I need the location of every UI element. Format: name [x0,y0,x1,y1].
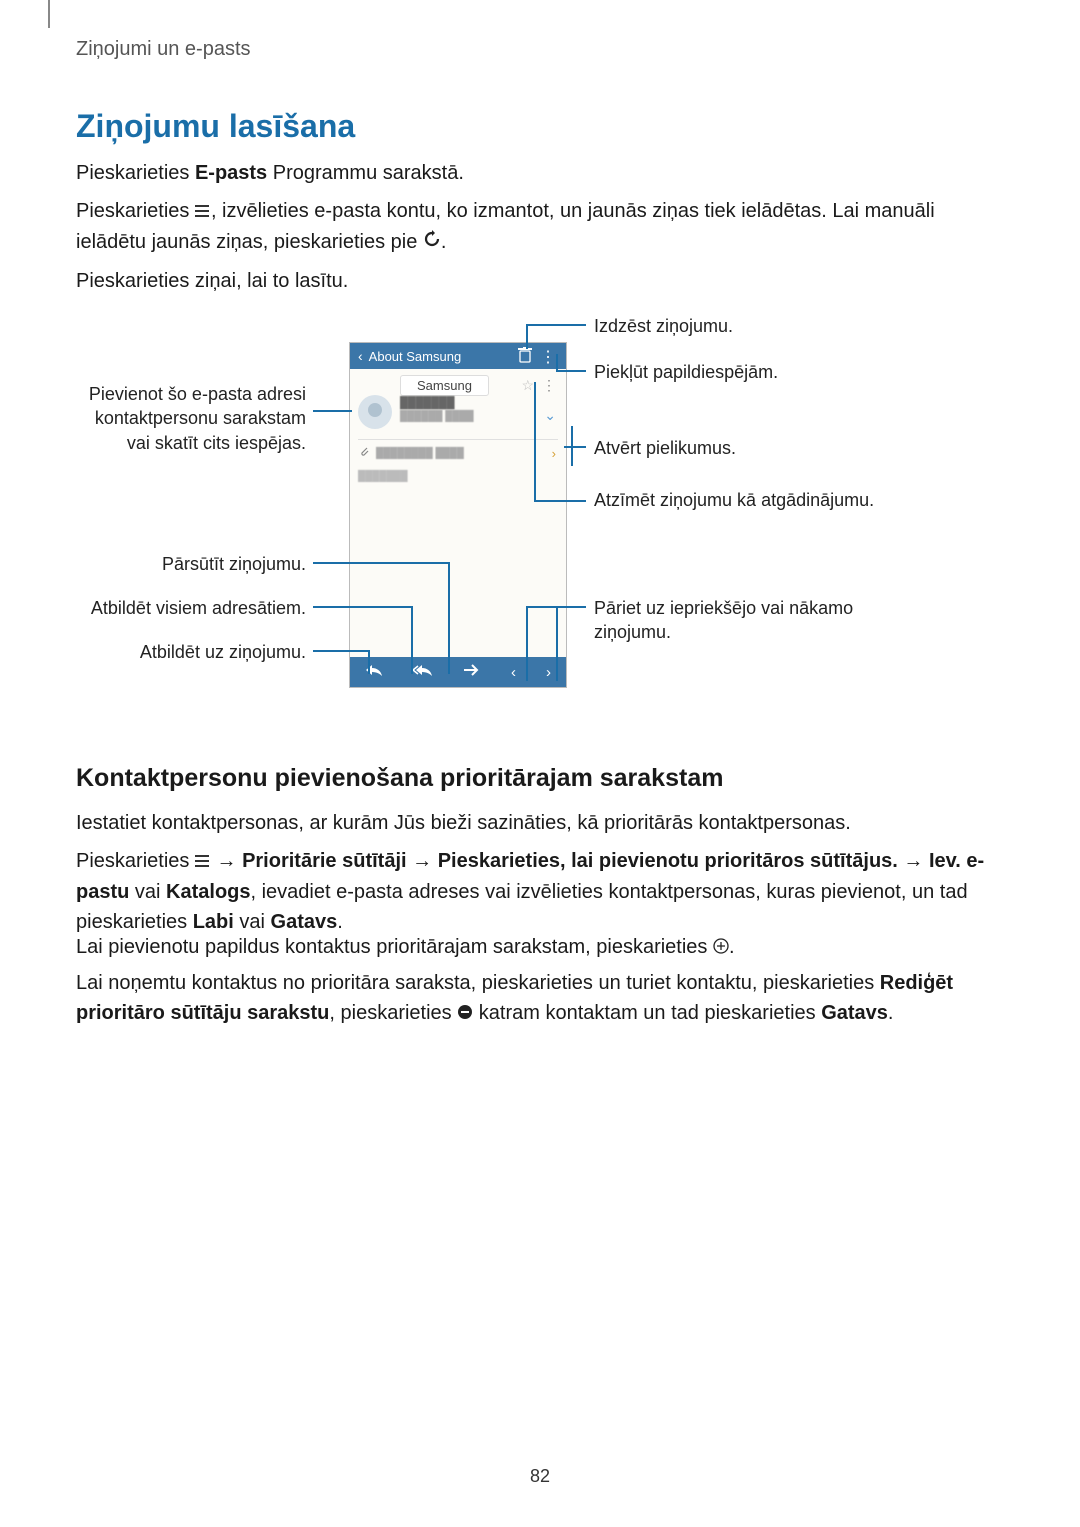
prev-icon: ‹ [511,664,516,681]
leader [556,370,586,372]
paperclip-icon [358,445,370,462]
text: . [729,936,735,958]
text: katram kontaktam un tad pieskarieties [473,1002,821,1024]
text: vai [129,881,166,903]
text: . [441,231,447,253]
text: Pieskarieties [76,200,195,222]
callout-attachment: Atvērt pielikumus. [594,436,894,460]
paragraph-1: Pieskarieties E-pasts Programmu sarakstā… [76,158,1004,188]
callout-more: Piekļūt papildiespējām. [594,360,894,384]
plus-circle-icon [713,933,729,963]
leader [313,410,352,412]
body-blur: ███████ [358,471,408,482]
attach-name-blur: ████████ ████ [376,448,464,459]
text: . [888,1002,894,1024]
trash-icon [518,347,532,368]
leader [313,650,368,652]
leader [313,562,448,564]
text: . [337,911,343,933]
sub-heading: Kontaktpersonu pievienošana prioritāraja… [76,764,723,793]
phone-date-blur: ██████ ████ [400,411,474,422]
text-bold: Labi [193,911,234,933]
avatar-icon [358,395,392,429]
refresh-icon [423,227,441,257]
card-overflow-icon: ⋮ [542,377,556,394]
leader [526,324,528,349]
phone-title: About Samsung [369,349,462,364]
callout-reply-all: Atbildēt visiem adresātiem. [76,596,306,620]
menu-icon [195,197,211,227]
section-header: Ziņojumi un e-pasts [76,38,251,61]
callout-forward: Pārsūtīt ziņojumu. [76,552,306,576]
callout-contact: Pievienot šo e-pasta adresi kontaktperso… [76,382,306,455]
minus-circle-icon [457,999,473,1029]
callout-delete: Izdzēst ziņojumu. [594,314,894,338]
text: → [211,850,242,872]
text-bold: Prioritārie sūtītāji [242,850,407,872]
leader [556,606,558,681]
leader [411,606,413,674]
leader [534,500,586,502]
page-number: 82 [0,1466,1080,1487]
phone-subject: Samsung [400,375,489,396]
paragraph-3: Pieskarieties ziņai, lai to lasītu. [76,266,1004,296]
text: Pieskarieties [76,162,195,184]
callout-reply: Atbildēt uz ziņojumu. [76,640,306,664]
phone-titlebar: ‹ About Samsung [350,343,566,369]
text-bold: Katalogs [166,881,250,903]
text: → [407,850,438,872]
back-icon: ‹ [358,348,363,364]
text: , pieskarieties [329,1002,457,1024]
star-icon: ☆ [521,377,534,394]
reply-all-icon [413,663,433,681]
callout-nav: Pāriet uz iepriekšējo vai nākamo ziņojum… [594,596,914,645]
leader [571,426,573,466]
paragraph-4: Iestatiet kontaktpersonas, ar kurām Jūs … [76,808,1004,838]
leader [564,446,586,448]
paragraph-7: Lai noņemtu kontaktus no prioritāra sara… [76,968,1004,1029]
forward-icon [463,663,481,681]
paragraph-6: Lai pievienotu papildus kontaktus priori… [76,932,1004,963]
phone-sender-blur: ███████ [400,397,455,409]
leader [313,606,411,608]
leader [448,562,450,674]
overflow-icon: ⋮ [540,347,556,367]
text: Lai noņemtu kontaktus no prioritāra sara… [76,972,880,994]
page-border [48,0,50,28]
text: vai [234,911,271,933]
chevron-down-icon: ⌄ [544,407,556,424]
paragraph-5: Pieskarieties → Prioritārie sūtītāji → P… [76,846,1004,937]
text-bold: Gatavs [821,1002,888,1024]
text: Lai pievienotu papildus kontaktus priori… [76,936,713,958]
callout-flag: Atzīmēt ziņojumu kā atgādinājumu. [594,488,894,512]
text-bold: E-pasts [195,162,267,184]
email-reader-diagram: ‹ About Samsung ⋮ Samsung ☆ ⋮ ███████ ██… [76,310,1004,740]
leader [534,382,536,502]
menu-icon [195,847,211,877]
text: Pieskarieties [76,850,195,872]
paragraph-2: Pieskarieties , izvēlieties e-pasta kont… [76,196,1004,257]
leader [526,324,586,326]
text-bold: Gatavs [271,911,338,933]
next-icon: › [546,664,551,681]
attachment-row: ████████ ████ › [358,439,558,461]
text-bold: Pieskarieties, lai pievienotu prioritāro… [438,850,898,872]
leader [526,606,528,681]
text: → [898,850,929,872]
text: Programmu sarakstā. [267,162,464,184]
chevron-right-icon: › [552,446,556,461]
main-heading: Ziņojumu lasīšana [76,108,355,145]
leader [368,650,370,674]
phone-bottom-bar: ‹ › [350,657,566,687]
